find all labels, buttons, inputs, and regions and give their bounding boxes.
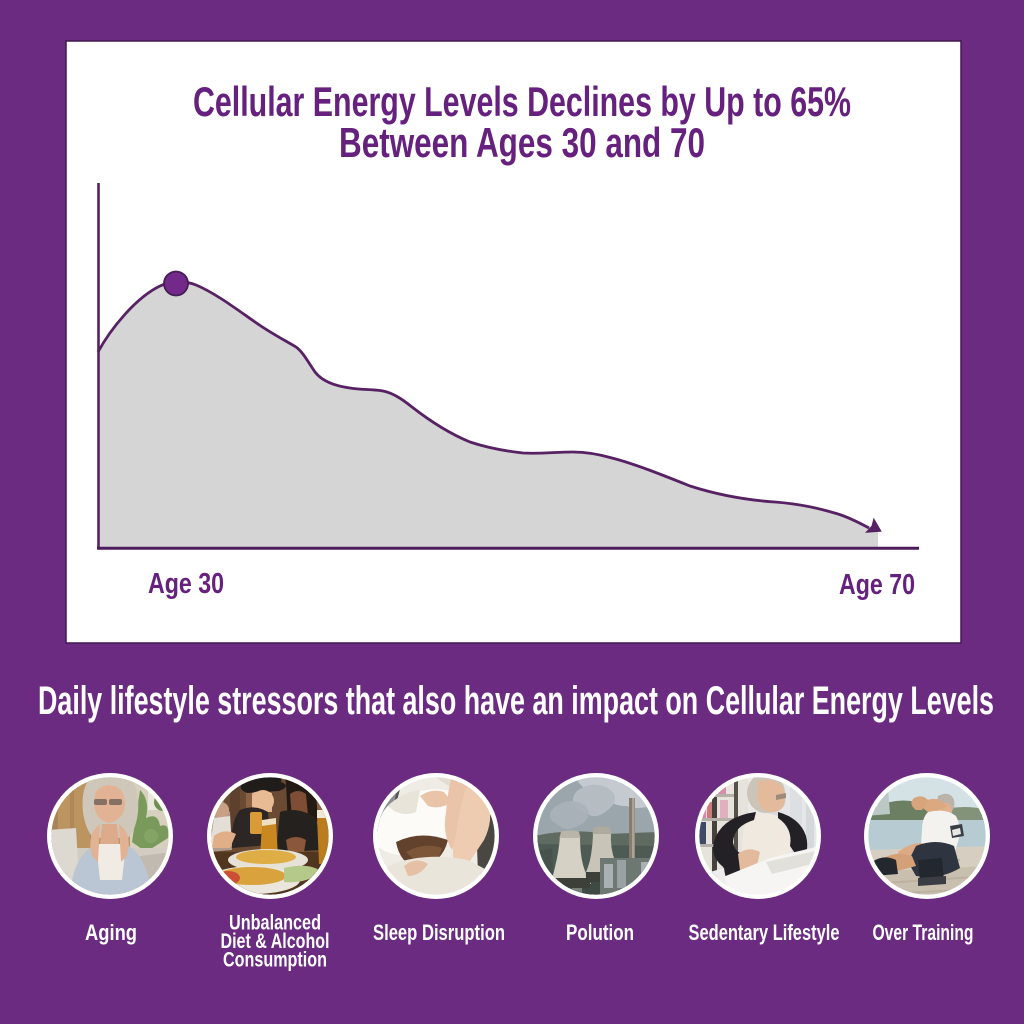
svg-text:Over Training: Over Training (873, 920, 974, 945)
svg-text:Age 70: Age 70 (839, 569, 915, 601)
svg-text:Between Ages 30 and 70: Between Ages 30 and 70 (339, 119, 705, 166)
svg-text:Daily lifestyle stressors that: Daily lifestyle stressors that also have… (38, 679, 994, 723)
svg-text:Consumption: Consumption (223, 949, 327, 972)
svg-text:Sleep Disruption: Sleep Disruption (373, 920, 505, 945)
svg-text:Polution: Polution (566, 920, 634, 945)
svg-text:Age 30: Age 30 (148, 568, 224, 600)
svg-text:Aging: Aging (85, 920, 137, 945)
svg-text:Cellular Energy Levels Decline: Cellular Energy Levels Declines by Up to… (193, 78, 851, 125)
svg-text:Unbalanced: Unbalanced (229, 912, 321, 935)
svg-text:Sedentary Lifestyle: Sedentary Lifestyle (689, 920, 840, 945)
svg-text:Diet & Alcohol: Diet & Alcohol (221, 930, 330, 953)
